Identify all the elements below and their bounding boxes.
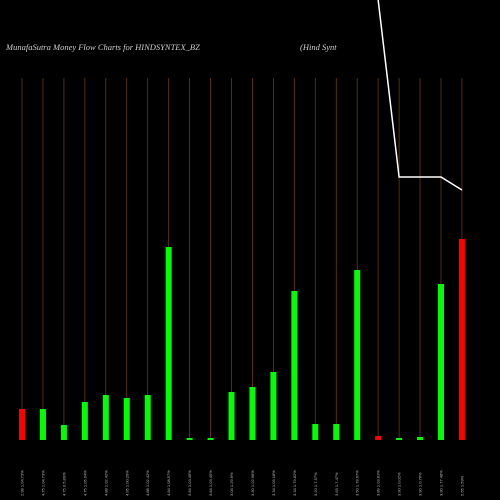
- x-tick-label: 3.84 1.03.45%: [187, 470, 192, 496]
- x-tick-label: 3.89 1.03.81%: [376, 470, 381, 496]
- price-line: [377, 0, 463, 191]
- bar: [333, 424, 340, 440]
- x-tick-label: 3.30 1.77.48%: [439, 470, 444, 496]
- x-tick-label: 4.88 1.02.42%: [103, 470, 108, 496]
- bar: [186, 438, 193, 440]
- x-tick-label: 3.50 1.78.67%: [355, 470, 360, 496]
- chart-title: MunafaSutra Money Flow Charts for HINDSY…: [5, 42, 200, 52]
- x-tick-label: 4.84 1.08.57%: [166, 470, 171, 496]
- x-tick-label: 5.65 1.59%: [459, 475, 464, 496]
- bar: [396, 438, 403, 440]
- x-tick-label: 4.75 1.04.73%: [40, 470, 45, 496]
- bar: [291, 291, 298, 440]
- bar: [207, 438, 214, 440]
- x-tick-label: 4.88 1.02.42%: [145, 470, 150, 496]
- bar: [249, 387, 256, 440]
- bar: [458, 239, 465, 440]
- bar: [39, 409, 46, 440]
- x-tick-label: 3.30 1.02.96%: [250, 470, 255, 496]
- x-tick-label: 4.95 1.00.20%: [124, 470, 129, 496]
- bar: [81, 402, 88, 440]
- x-tick-label: 4.75 0.5.89%: [61, 472, 66, 496]
- bar: [102, 395, 109, 440]
- x-tick-label: 3.90 1.0.76%: [418, 472, 423, 496]
- bar: [312, 424, 319, 440]
- bar: [144, 395, 151, 440]
- bar: [19, 409, 25, 440]
- x-tick-label: 3.34 1.09.18%: [271, 470, 276, 496]
- x-tick-label: 4.75 1.05.64%: [82, 470, 87, 496]
- x-tick-label: 3.04 1.29.6%: [229, 472, 234, 496]
- bar: [438, 284, 444, 440]
- bar: [270, 372, 277, 440]
- bar: [354, 270, 361, 440]
- bar: [60, 425, 67, 440]
- bar: [165, 247, 172, 440]
- x-tick-label: 3.20 1.7.57%: [313, 472, 318, 496]
- x-tick-label: 3.84 1.03.45%: [208, 470, 213, 496]
- bar: [417, 437, 424, 440]
- x-tick-label: 3.90 1.0.02%: [397, 472, 402, 496]
- bar: [228, 392, 235, 440]
- chart-subtitle: (Hind Synt: [300, 42, 337, 52]
- x-tick-label: 2.98 1.04.73%: [20, 470, 25, 496]
- bar: [123, 398, 130, 440]
- x-tick-label: 3.34 1.79.82%: [292, 470, 297, 496]
- x-tick-label: 3.63 1.7.47%: [334, 472, 339, 496]
- bar: [375, 436, 382, 440]
